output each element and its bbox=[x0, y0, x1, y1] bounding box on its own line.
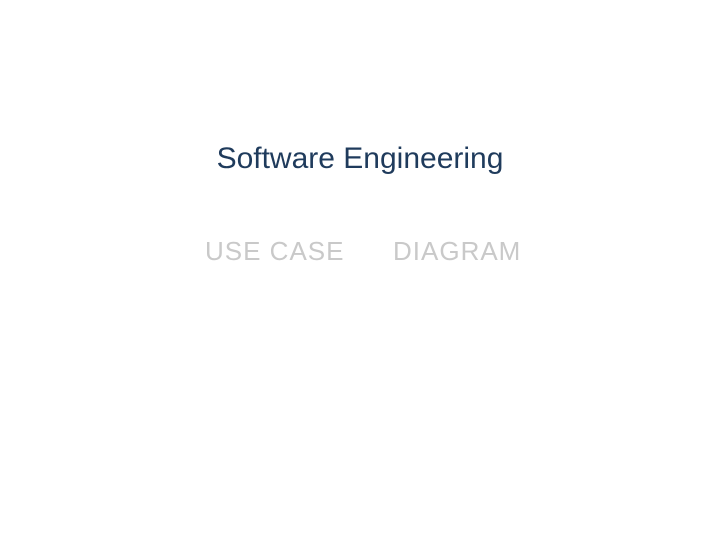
slide: Software Engineering USE CASE DIAGRAM bbox=[0, 0, 720, 540]
slide-subtitle-left: USE CASE bbox=[205, 236, 345, 267]
slide-subtitle-right: DIAGRAM bbox=[393, 236, 521, 267]
slide-title: Software Engineering bbox=[0, 142, 720, 176]
